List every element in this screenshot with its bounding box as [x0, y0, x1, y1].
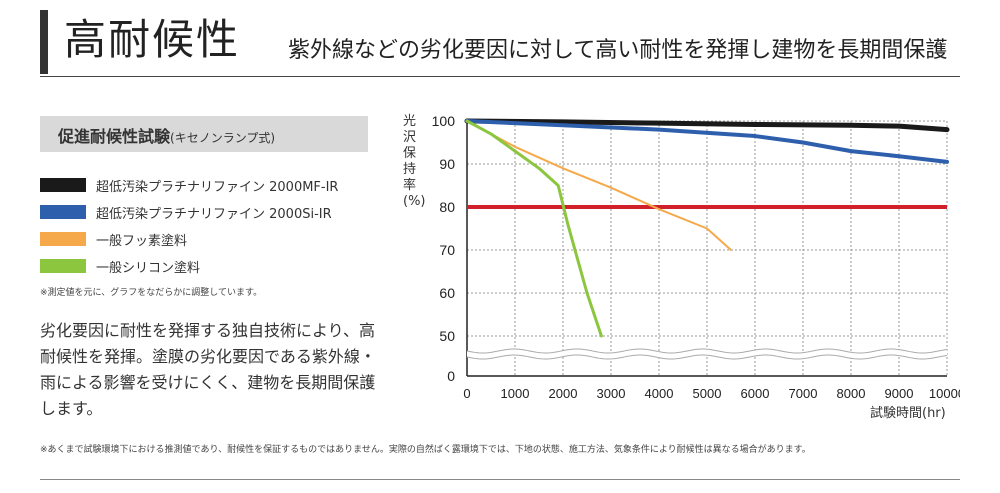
test-title-box: 促進耐候性試験(キセノンランプ式) [40, 116, 368, 152]
x-tick-label: 4000 [645, 386, 674, 400]
description-text: 劣化要因に耐性を発揮する独自技術により、高耐候性を発揮。塗膜の劣化要因である紫外… [40, 321, 376, 418]
x-tick-label: 8000 [837, 386, 866, 400]
y-tick-label: 50 [439, 328, 455, 344]
x-tick-label: 1000 [501, 386, 530, 400]
x-tick-label: 2000 [549, 386, 578, 400]
legend-label: 超低汚染プラチナリファイン 2000Si-IR [96, 207, 332, 222]
footer-divider [40, 479, 960, 480]
y-tick-label: 60 [439, 285, 455, 301]
smoothing-note: ※測定値を元に、グラフをなだらかに調整しています。 [40, 288, 263, 298]
legend-swatch [40, 259, 86, 273]
series-line [466, 120, 732, 251]
legend-label: 一般フッ素塗料 [96, 234, 188, 249]
page-title: 高耐候性 [64, 15, 241, 64]
legend-swatch [40, 178, 86, 192]
page-subtitle: 紫外線などの劣化要因に対して高い耐性を発揮し建物を長期間保護 [288, 38, 948, 63]
legend-label: 超低汚染プラチナリファイン 2000MF-IR [96, 180, 339, 195]
series-line [465, 119, 949, 164]
y-tick-label: 70 [439, 242, 455, 258]
x-axis-label: 試験時間(hr) [870, 406, 946, 421]
legend-label: 一般シリコン塗料 [96, 261, 201, 276]
header-divider [40, 76, 960, 77]
disclaimer-footnote: ※あくまで試験環境下における推測値であり、耐候性を保証するものではありません。実… [40, 445, 811, 455]
x-tick-label: 7000 [789, 386, 818, 400]
axis-break-line [466, 354, 948, 360]
legend-swatch [40, 232, 86, 246]
series-line [464, 118, 950, 133]
series-line [465, 119, 603, 338]
legend-swatch [40, 205, 86, 219]
y-tick-label: 100 [432, 113, 456, 129]
test-title-sub: (キセノンランプ式) [170, 131, 276, 145]
y-tick-label: 0 [447, 368, 455, 384]
axis-break-band [467, 349, 947, 359]
test-title: 促進耐候性試験(キセノンランプ式) [58, 123, 275, 147]
gloss-retention-chart: 0 1000 2000 3000 4000 5000 6000 7000 8000 9000 100… [432, 113, 960, 400]
x-tick-label: 9000 [885, 386, 914, 400]
x-tick-label: 0 [463, 386, 470, 400]
x-tick-label: 6000 [741, 386, 770, 400]
axis-break-line [466, 348, 948, 354]
x-tick-label: 3000 [597, 386, 626, 400]
y-tick-label: 80 [439, 199, 455, 215]
x-tick-label: 5000 [693, 386, 722, 400]
y-tick-label: 90 [439, 156, 455, 172]
test-title-main: 促進耐候性試験 [58, 127, 171, 146]
header-accent-bar [40, 10, 48, 74]
